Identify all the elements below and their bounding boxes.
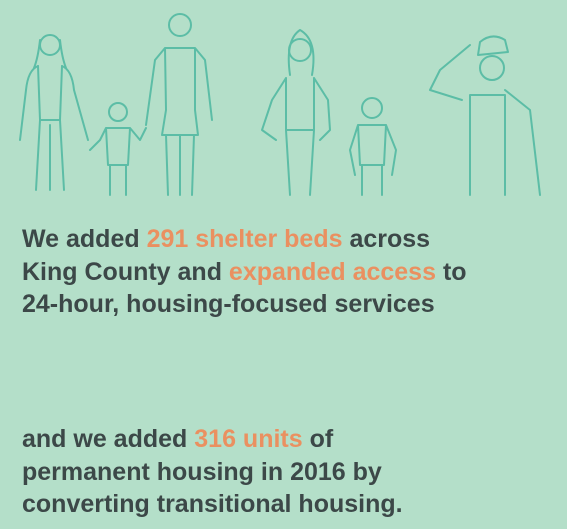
text: and we added <box>22 425 195 453</box>
highlight-text: 291 shelter beds <box>146 225 343 253</box>
text-line: King County and expanded access to <box>22 256 467 289</box>
text: permanent housing in 2016 by <box>22 457 382 486</box>
text: of <box>302 425 334 453</box>
text-line: 24-hour, housing-focused services <box>22 288 467 321</box>
text: across <box>342 225 431 253</box>
text-line: and we added 316 units of <box>22 423 403 456</box>
text-line: converting transitional housing. <box>22 488 403 521</box>
text-line: permanent housing in 2016 by <box>22 456 403 489</box>
text: to <box>436 257 467 286</box>
family-illustration <box>19 13 541 196</box>
text: King County and <box>22 257 229 286</box>
highlight-text: 316 units <box>194 425 303 453</box>
paragraph: We added 291 shelter beds across King Cou… <box>22 223 467 321</box>
text: 24-hour, housing-focused services <box>22 290 435 318</box>
text: We added <box>22 225 147 253</box>
text: converting transitional housing. <box>22 490 403 518</box>
text-line: We added 291 shelter beds across <box>22 223 467 256</box>
highlight-text: expanded access <box>228 257 436 286</box>
paragraph: and we added 316 units of permanent housi… <box>22 423 403 521</box>
